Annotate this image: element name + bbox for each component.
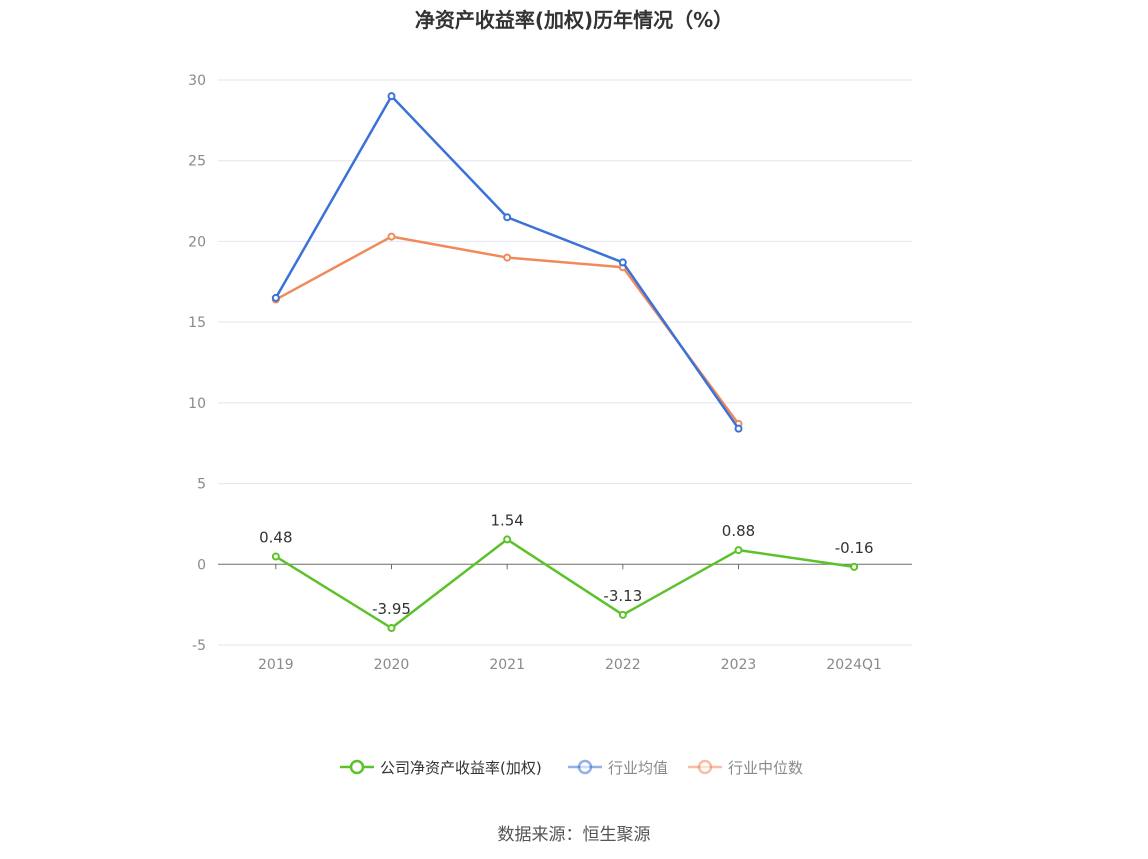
legend-marker-icon — [697, 759, 713, 775]
legend-marker-icon — [349, 759, 365, 775]
x-tick-label: 2020 — [374, 657, 410, 673]
axes: -5 0 5 10 15 20 25 30 2019 2020 2021 2022 2023 2024Q1 — [188, 73, 912, 673]
legend-item-1[interactable]: 公司净资产收益率(加权) — [340, 759, 542, 777]
data-point — [387, 232, 396, 241]
x-tick-label: 2021 — [489, 657, 525, 673]
grid-lines — [218, 79, 912, 646]
data-label: 1.54 — [490, 511, 523, 529]
data-labels: 0.48 -3.95 1.54 -3.13 0.88 -0.16 — [259, 511, 873, 618]
data-point — [503, 535, 512, 544]
data-label: 0.48 — [259, 529, 292, 547]
legend-marker-icon — [577, 759, 593, 775]
x-tick-label: 2019 — [258, 657, 294, 673]
data-point — [271, 552, 280, 561]
series-lines — [271, 92, 859, 633]
legend: 公司净资产收益率(加权) 行业均值 行业中位数 — [340, 759, 803, 777]
x-tick-label: 2024Q1 — [826, 657, 882, 673]
y-tick-label: -5 — [192, 638, 206, 654]
legend-item-3[interactable]: 行业中位数 — [688, 759, 803, 777]
data-point — [618, 258, 627, 267]
legend-label: 行业均值 — [608, 759, 668, 777]
x-tick-label: 2022 — [605, 657, 641, 673]
data-label: -3.95 — [372, 600, 411, 618]
y-tick-label: 5 — [197, 477, 206, 493]
y-tick-label: 10 — [188, 396, 206, 412]
data-source: 数据来源：恒生聚源 — [497, 825, 651, 845]
data-label: -0.16 — [835, 539, 874, 557]
data-point — [734, 424, 743, 433]
data-point — [618, 610, 627, 619]
y-tick-label: 30 — [188, 73, 206, 89]
data-label: -3.13 — [603, 587, 642, 605]
data-point — [503, 213, 512, 222]
series-line-1 — [275, 538, 855, 630]
legend-label: 行业中位数 — [728, 759, 803, 777]
y-tick-label: 0 — [197, 557, 206, 573]
data-point — [387, 92, 396, 101]
y-tick-label: 20 — [188, 234, 206, 250]
data-point — [503, 253, 512, 262]
y-tick-label: 25 — [188, 154, 206, 170]
legend-item-2[interactable]: 行业均值 — [568, 759, 668, 777]
y-tick-label: 15 — [188, 315, 206, 331]
data-point — [850, 562, 859, 571]
data-point — [387, 624, 396, 633]
chart-title: 净资产收益率(加权)历年情况（%） — [414, 8, 734, 32]
legend-label: 公司净资产收益率(加权) — [380, 759, 542, 777]
data-label: 0.88 — [722, 522, 755, 540]
data-point — [271, 293, 280, 302]
data-point — [734, 546, 743, 555]
x-tick-label: 2023 — [721, 657, 757, 673]
